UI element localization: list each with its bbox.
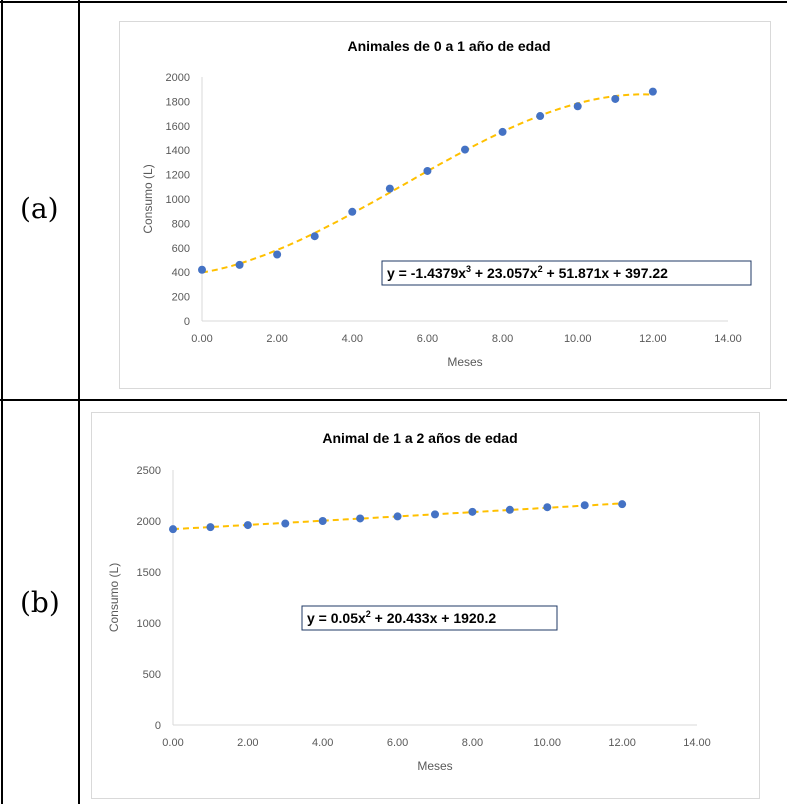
data-point [206,523,215,532]
data-point [318,517,327,525]
equation-label: y = 0.05x2 + 20.433x + 1920.2 [307,609,496,626]
x-tick-label: 0.00 [191,333,212,345]
y-tick-label: 800 [172,218,190,230]
y-tick-label: 600 [172,243,190,255]
x-axis-label: Meses [417,759,452,773]
y-tick-label: 1200 [166,170,190,182]
x-tick-label: 6.00 [417,333,438,345]
x-tick-label: 10.00 [564,333,592,345]
x-tick-label: 6.00 [387,737,408,749]
y-tick-label: 2000 [137,516,161,528]
y-tick-label: 1600 [166,121,190,133]
data-point [648,87,657,96]
y-tick-label: 200 [172,292,190,304]
data-point [580,501,589,510]
y-tick-label: 1000 [166,194,190,206]
data-point [348,207,357,216]
panel-label-b: (b) [20,586,60,619]
data-point [618,500,627,509]
x-tick-label: 0.00 [162,737,183,749]
chart-a-frame: Animales de 0 a 1 año de edad 0 200 400 600 8… [119,21,771,389]
y-tick-label: 1500 [137,567,161,579]
y-tick-label: 500 [143,669,161,681]
x-axis-label: Meses [447,355,482,369]
y-tick-label: 0 [184,316,190,328]
y-axis-label: Consumo (L) [107,563,121,632]
chart-b-frame: Animal de 1 a 2 años de edad 0 500 1000 1500… [91,412,760,799]
y-tick-label: 2000 [166,72,190,84]
data-point [461,145,469,154]
chart-title: Animal de 1 a 2 años de edad [322,430,517,446]
x-tick-label: 14.00 [683,737,711,749]
y-tick-label: 2500 [137,465,161,477]
data-point [468,507,477,516]
data-point [310,232,319,241]
data-point [169,525,177,534]
data-point [505,505,514,514]
data-point [573,102,582,111]
data-point [273,250,282,259]
equation-border [301,605,558,631]
data-point [393,512,402,521]
data-point [431,510,439,519]
x-tick-label: 12.00 [639,333,667,345]
x-tick-label: 12.00 [608,737,636,749]
chart-b: Animal de 1 a 2 años de edad 0 500 1000 1500… [107,430,711,773]
x-tick-label: 2.00 [266,333,287,345]
data-point [243,521,252,530]
x-tick-label: 8.00 [462,737,483,749]
panel-label-a: (a) [20,192,59,225]
y-tick-label: 0 [155,720,161,732]
data-point [198,265,206,274]
x-tick-label: 4.00 [312,737,333,749]
y-tick-label: 400 [172,267,190,279]
data-point [385,184,394,193]
data-point [543,503,552,512]
data-point [423,166,432,175]
x-tick-label: 4.00 [342,333,363,345]
x-tick-label: 2.00 [237,737,258,749]
equation-box: y = -1.4379x3 + 23.057x2 + 51.871x + 397… [381,260,752,286]
x-tick-label: 10.00 [534,737,562,749]
y-tick-label: 1800 [166,96,190,108]
data-point [281,519,290,528]
equation-border [381,260,752,286]
y-tick-label: 1000 [137,618,161,630]
y-tick-label: 1400 [166,145,190,157]
chart-title: Animales de 0 a 1 año de edad [347,38,550,54]
y-axis-label: Consumo (L) [141,164,155,233]
data-point [235,260,244,269]
chart-a: Animales de 0 a 1 año de edad 0 200 400 600 8… [141,38,752,369]
equation-label: y = -1.4379x3 + 23.057x2 + 51.871x + 397… [387,264,668,281]
x-tick-label: 14.00 [714,333,742,345]
data-point [356,514,365,523]
data-point [498,127,507,136]
x-tick-label: 8.00 [492,333,513,345]
equation-box: y = 0.05x2 + 20.433x + 1920.2 [301,605,558,631]
data-point [611,94,620,103]
trendline [201,93,653,274]
data-point [536,112,545,121]
